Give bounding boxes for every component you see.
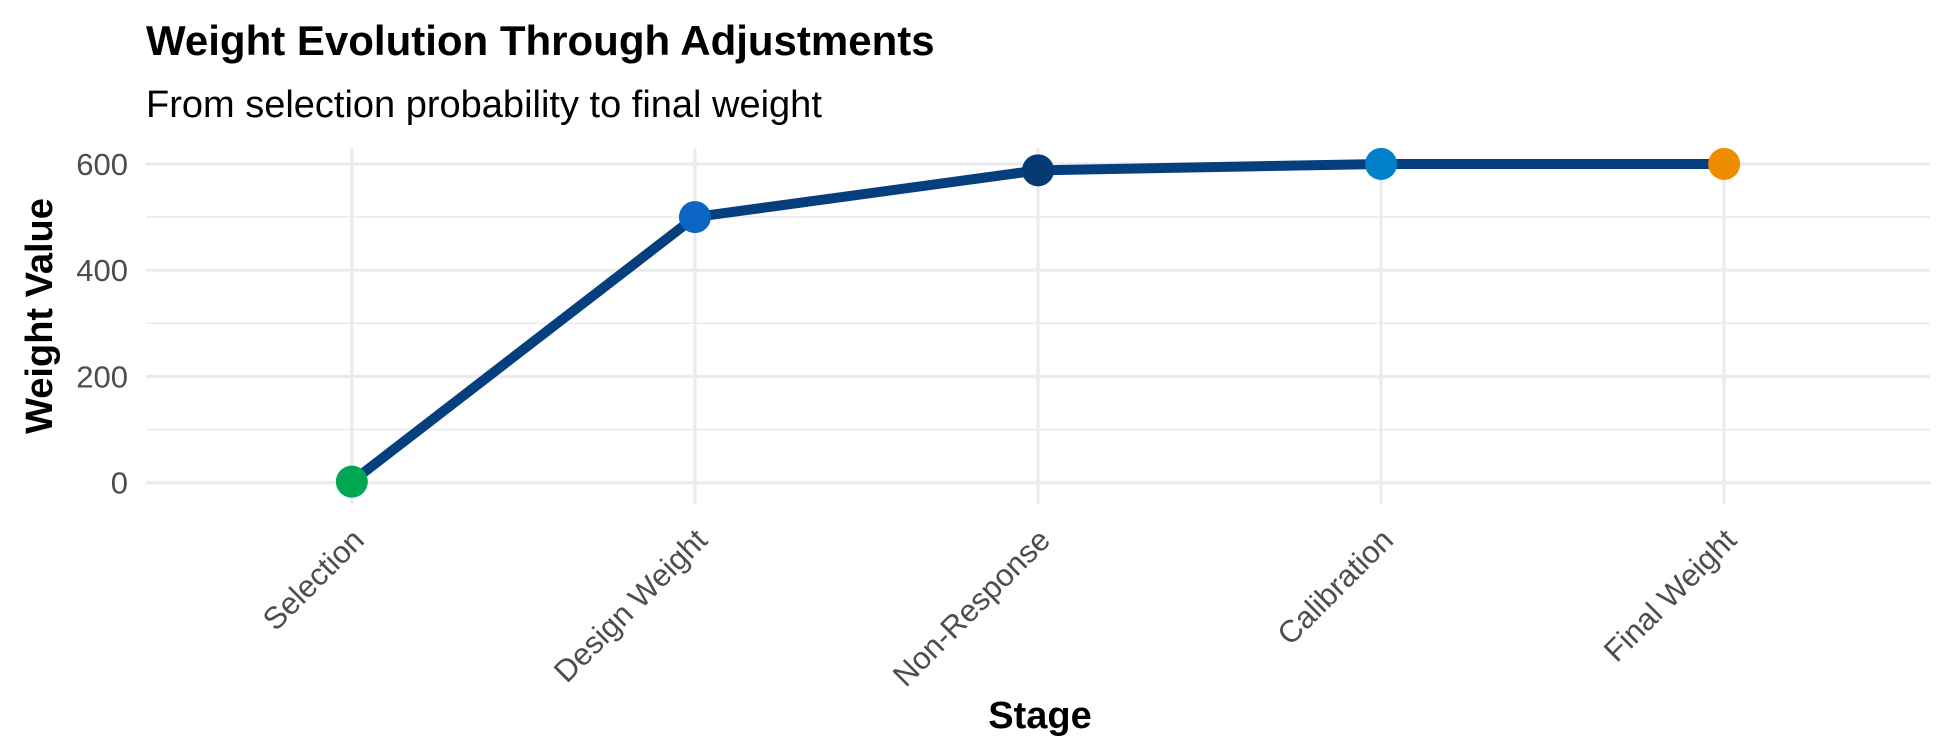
x-axis-title: Stage [988, 695, 1091, 737]
data-point [335, 465, 368, 498]
series [335, 147, 1741, 498]
data-point [1022, 154, 1054, 187]
x-tick-label: Non-Response [886, 522, 1057, 693]
grid [146, 148, 1930, 504]
x-tick-label: Calibration [1270, 522, 1400, 652]
data-point [1365, 147, 1398, 180]
y-tick-label: 200 [76, 359, 128, 394]
y-axis-title: Weight Value [19, 198, 61, 434]
y-axis-ticks: 0 200 400 600 [76, 147, 128, 501]
y-tick-label: 0 [111, 466, 128, 501]
y-tick-label: 400 [76, 253, 128, 288]
x-tick-label: Final Weight [1597, 522, 1743, 668]
x-tick-label: Selection [256, 522, 371, 637]
data-point [1708, 147, 1741, 180]
chart-title: Weight Evolution Through Adjustments [146, 17, 935, 64]
x-tick-label: Design Weight [547, 522, 714, 689]
y-tick-label: 600 [76, 147, 128, 182]
chart-subtitle: From selection probability to final weig… [146, 84, 822, 126]
data-point [678, 201, 711, 234]
x-axis-ticks: Selection Design Weight Non-Response Calibr… [256, 522, 1744, 693]
